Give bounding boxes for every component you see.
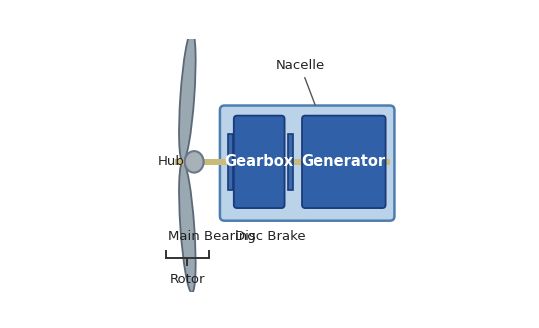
Bar [288,134,293,190]
FancyBboxPatch shape [220,106,395,221]
Text: Gearbox: Gearbox [225,154,294,169]
Text: Hub: Hub [157,155,184,168]
FancyBboxPatch shape [302,116,385,208]
Text: Generator: Generator [302,154,386,169]
Bar [175,159,390,165]
Text: Main Bearing: Main Bearing [168,230,255,243]
Ellipse shape [185,151,204,173]
Text: Nacelle: Nacelle [275,59,325,105]
Bar [228,134,233,190]
Text: Disc Brake: Disc Brake [236,230,306,243]
Ellipse shape [179,162,196,293]
Ellipse shape [179,31,196,162]
FancyBboxPatch shape [234,116,285,208]
Text: Rotor: Rotor [170,273,205,286]
